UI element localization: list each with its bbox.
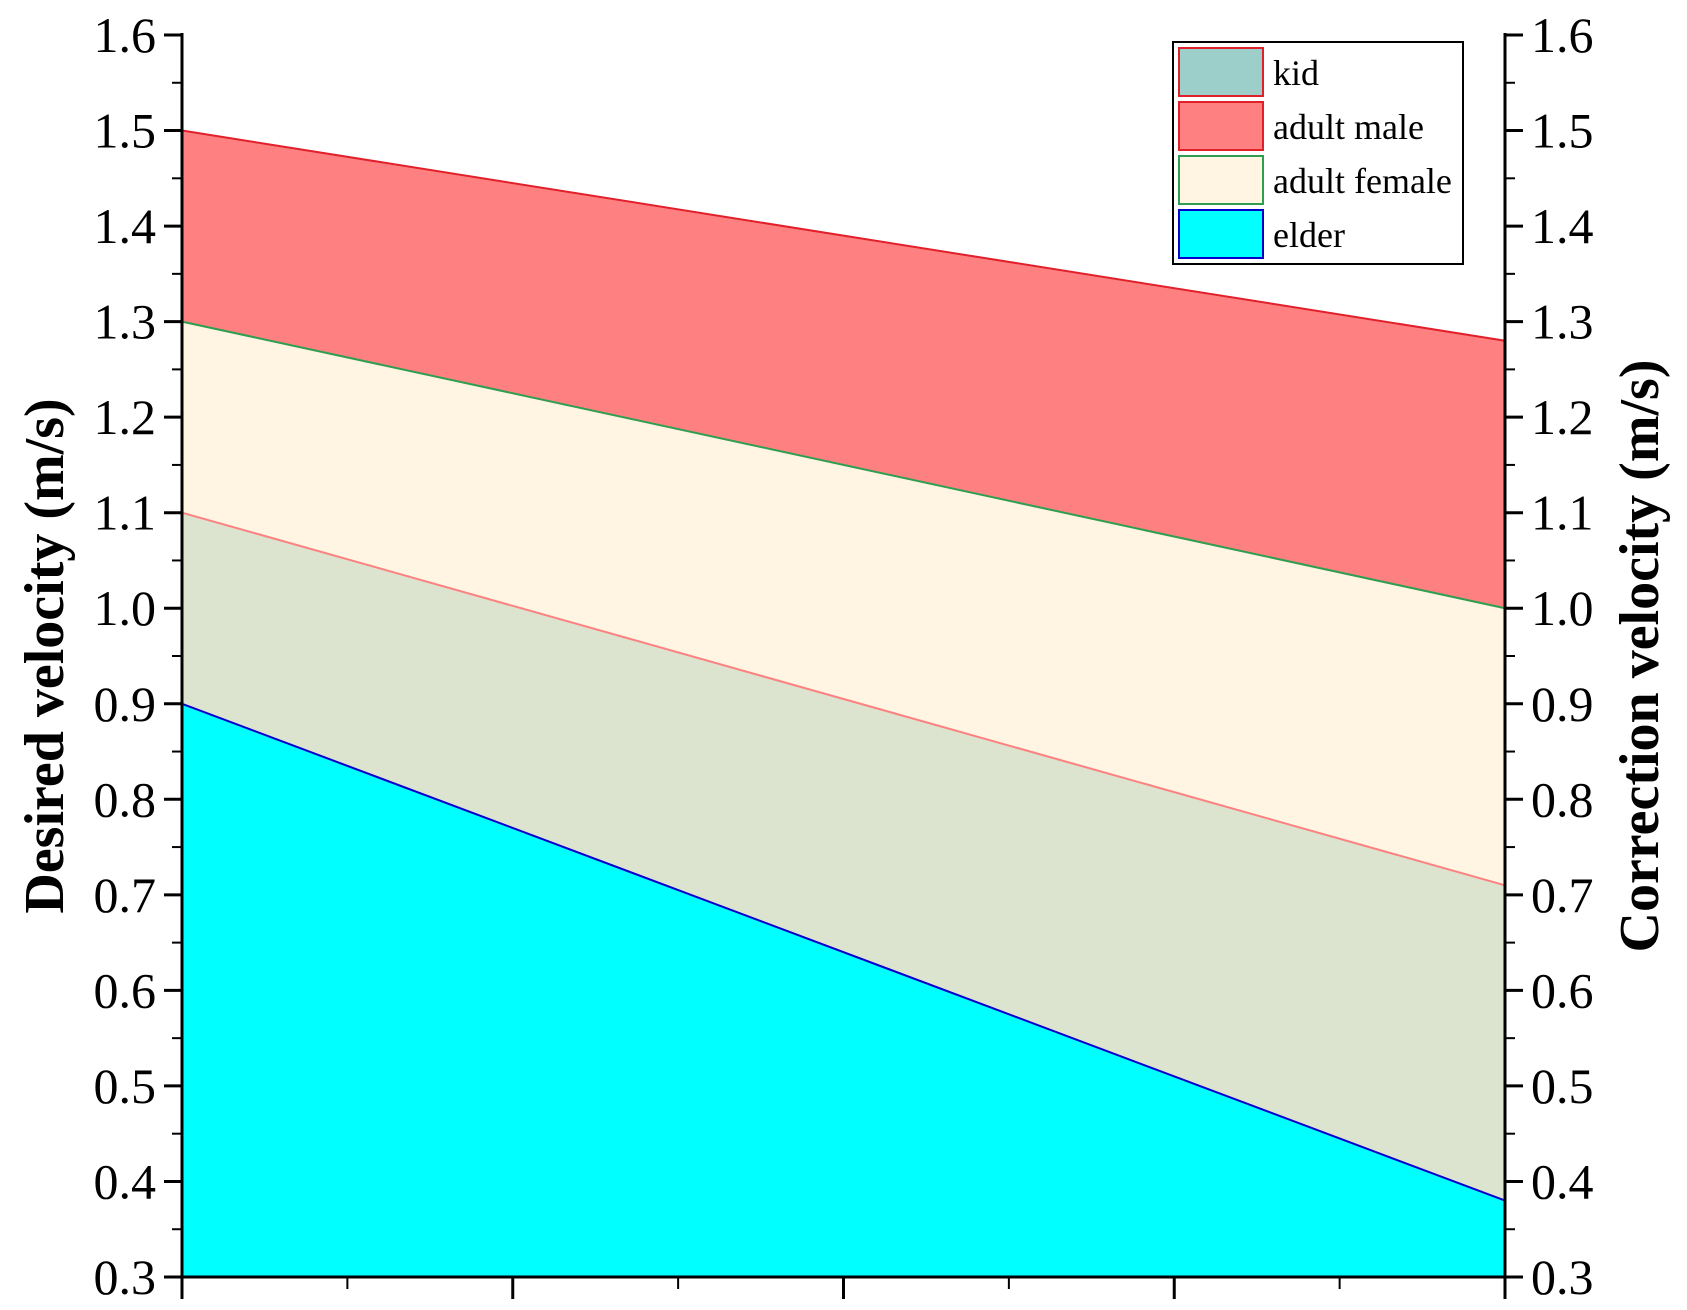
y2-axis-title: Correction velocity (m/s): [1609, 360, 1671, 953]
legend-label-elder: elder: [1273, 215, 1345, 255]
legend-swatch-elder: [1178, 209, 1264, 259]
left-tick-label: 1.5: [94, 103, 157, 159]
left-tick-label: 1.0: [94, 580, 157, 636]
right-tick-label: 0.5: [1531, 1058, 1594, 1114]
right-tick-label: 0.7: [1531, 867, 1594, 923]
right-tick-label: 1.0: [1531, 580, 1594, 636]
right-tick-label: 0.8: [1531, 771, 1594, 827]
right-tick-label: 1.5: [1531, 103, 1594, 159]
left-tick-label: 0.9: [94, 676, 157, 732]
right-tick-label: 1.6: [1531, 7, 1594, 63]
left-tick-label: 0.4: [94, 1153, 157, 1209]
right-tick-labels: 0.3 0.4 0.5 0.6 0.7 0.8 0.9 1.0 1.1 1.2 1.3 1.4 1.5 1…: [1531, 7, 1594, 1305]
y-axis-title: Desired velocity (m/s): [14, 398, 76, 913]
left-tick-label: 1.1: [94, 485, 157, 541]
left-tick-label: 1.4: [94, 198, 157, 254]
legend: kid adult male adult female elder: [1172, 41, 1464, 265]
area-edges: [181, 129, 1506, 1202]
left-tick-label: 0.3: [94, 1249, 157, 1305]
axes: [164, 33, 1523, 1299]
left-tick-label: 1.6: [94, 7, 157, 63]
left-tick-label: 1.2: [94, 389, 157, 445]
legend-label-adult-female: adult female: [1273, 161, 1452, 201]
legend-swatch-adult-male: [1178, 101, 1264, 151]
legend-label-adult-male: adult male: [1273, 107, 1424, 147]
right-tick-label: 1.2: [1531, 389, 1594, 445]
edge-elder: [181, 702, 1506, 1202]
legend-label-kid: kid: [1273, 53, 1319, 93]
legend-swatch-kid: [1178, 47, 1264, 97]
left-tick-label: 0.6: [94, 962, 157, 1018]
legend-swatch-adult-female: [1178, 155, 1264, 205]
edge-adult-male: [181, 129, 1506, 342]
right-tick-label: 1.1: [1531, 485, 1594, 541]
right-tick-label: 1.3: [1531, 294, 1594, 350]
left-tick-label: 0.8: [94, 771, 157, 827]
left-tick-labels: 0.3 0.4 0.5 0.6 0.7 0.8 0.9 1.0 1.1 1.2 1.3 1.4 1.5 1…: [94, 7, 157, 1305]
left-tick-label: 1.3: [94, 294, 157, 350]
right-tick-label: 0.9: [1531, 676, 1594, 732]
right-tick-label: 0.3: [1531, 1249, 1594, 1305]
area-fills: [182, 130, 1505, 1278]
right-tick-label: 0.6: [1531, 962, 1594, 1018]
area-elder: [182, 703, 1505, 1277]
edge-adult-female: [181, 320, 1506, 610]
left-tick-label: 0.7: [94, 867, 157, 923]
right-tick-label: 1.4: [1531, 198, 1594, 254]
right-tick-label: 0.4: [1531, 1153, 1594, 1209]
left-tick-label: 0.5: [94, 1058, 157, 1114]
edge-kid: [181, 511, 1506, 887]
